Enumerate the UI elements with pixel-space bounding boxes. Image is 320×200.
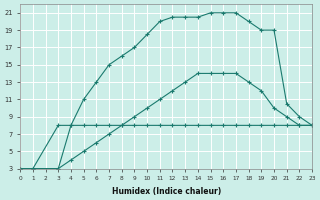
X-axis label: Humidex (Indice chaleur): Humidex (Indice chaleur) [111, 187, 221, 196]
